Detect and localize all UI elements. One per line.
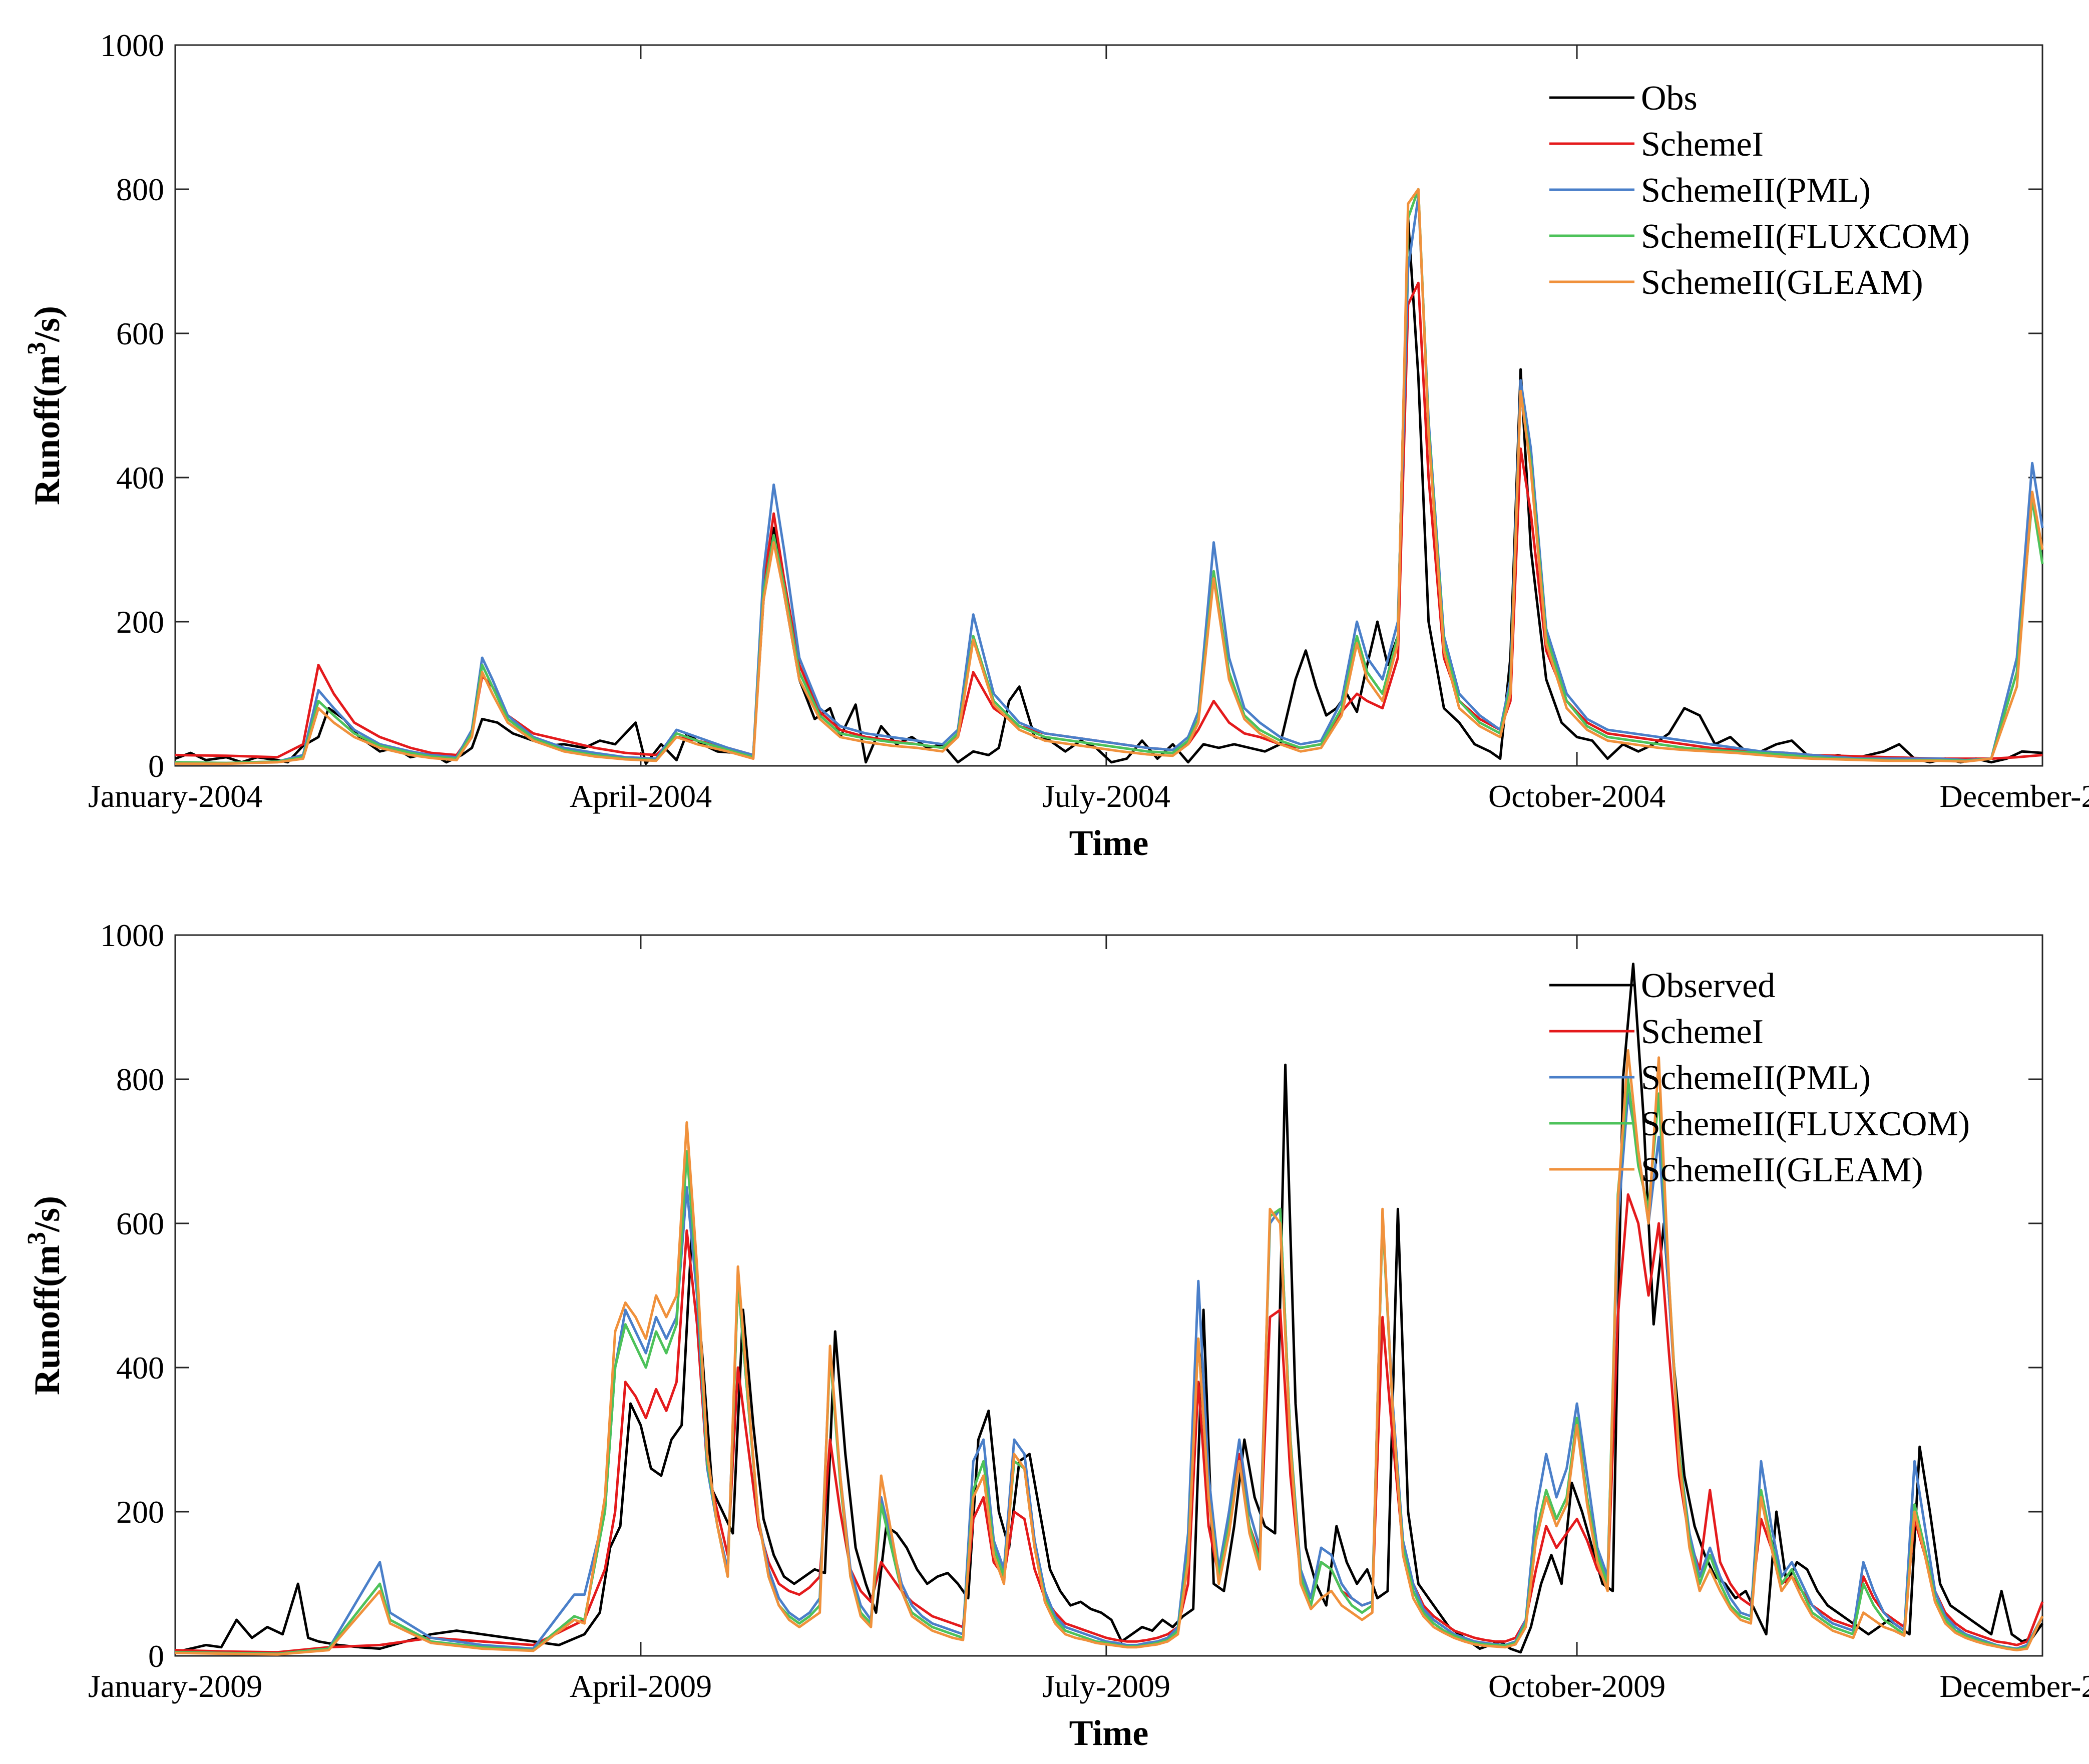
y-tick-label: 400 [116,1350,164,1386]
legend-entry-schemeii-pml: SchemeII(PML) [1641,1059,1871,1097]
y-axis-label-superscript: 3 [23,1232,51,1245]
x-tick-label: July-2009 [1042,1668,1170,1704]
plot-frame [174,934,2043,1657]
y-tick-label: 200 [116,604,164,640]
legend-entry-obs: Obs [1641,79,1698,118]
y-tick-label: 600 [116,316,164,351]
chart-2009: 0 200 400 600 800 1000 January-2009 April-2009 J… [23,918,2089,1753]
y-tick-label: 600 [116,1206,164,1241]
x-tick-label: January-2004 [88,778,262,814]
plot-frame [174,44,2043,767]
y-axis-label: Runoff(m3/s) [23,306,67,505]
y-tick-label: 800 [116,1062,164,1097]
series-line-schemeii-fluxcom [175,188,2044,764]
series-line-schemeii-gleam [175,188,2044,765]
y-tick-label: 0 [148,748,164,784]
legend-entry-schemeii-fluxcom: SchemeII(FLUXCOM) [1641,217,1970,256]
series-line-observed [175,963,2044,1654]
y-tick-label: 800 [116,172,164,207]
legend-entry-schemei: SchemeI [1641,1013,1764,1051]
y-axis-label: Runoff(m3/s) [23,1196,67,1395]
y-axis-label-base: Runoff(m [27,355,67,505]
y-tick-label: 1000 [100,28,164,63]
y-axis-label-tail: /s) [27,1196,67,1232]
x-tick-label: April-2004 [570,778,712,814]
chart-2004: 0 200 400 600 800 1000 January-2004 April-2004 J… [23,28,2089,863]
x-tick-label: December-2009 [1940,1668,2089,1704]
series-line-schemeii-gleam [175,1049,2044,1656]
x-tick-label: December-2004 [1940,778,2089,814]
y-tick-label: 0 [148,1638,164,1674]
x-axis-label: Time [1069,823,1149,863]
legend-entry-schemei: SchemeI [1641,125,1764,164]
series-line-schemei [175,1193,2044,1654]
x-tick-label: January-2009 [88,1668,262,1704]
y-tick-label: 200 [116,1494,164,1530]
x-tick-label: October-2009 [1488,1668,1665,1704]
x-tick-label: July-2004 [1042,778,1170,814]
series-line-schemei [175,281,2043,760]
x-tick-label: April-2009 [570,1668,712,1704]
x-tick-label: October-2004 [1488,778,1665,814]
legend-entry-schemeii-fluxcom: SchemeII(FLUXCOM) [1641,1105,1970,1143]
series-line-schemeii-pml [175,195,2044,764]
y-tick-label: 1000 [100,918,164,953]
legend-entry-schemeii-gleam: SchemeII(GLEAM) [1641,1151,1923,1189]
y-axis-label-base: Runoff(m [27,1245,67,1395]
legend-entry-schemeii-gleam: SchemeII(GLEAM) [1641,263,1923,302]
y-axis-label-superscript: 3 [23,342,51,355]
x-axis-label: Time [1069,1713,1149,1753]
y-axis-label-tail: /s) [27,306,67,342]
legend-entry-observed: Observed [1641,967,1775,1005]
legend-entry-schemeii-pml: SchemeII(PML) [1641,171,1871,210]
y-tick-label: 400 [116,460,164,496]
